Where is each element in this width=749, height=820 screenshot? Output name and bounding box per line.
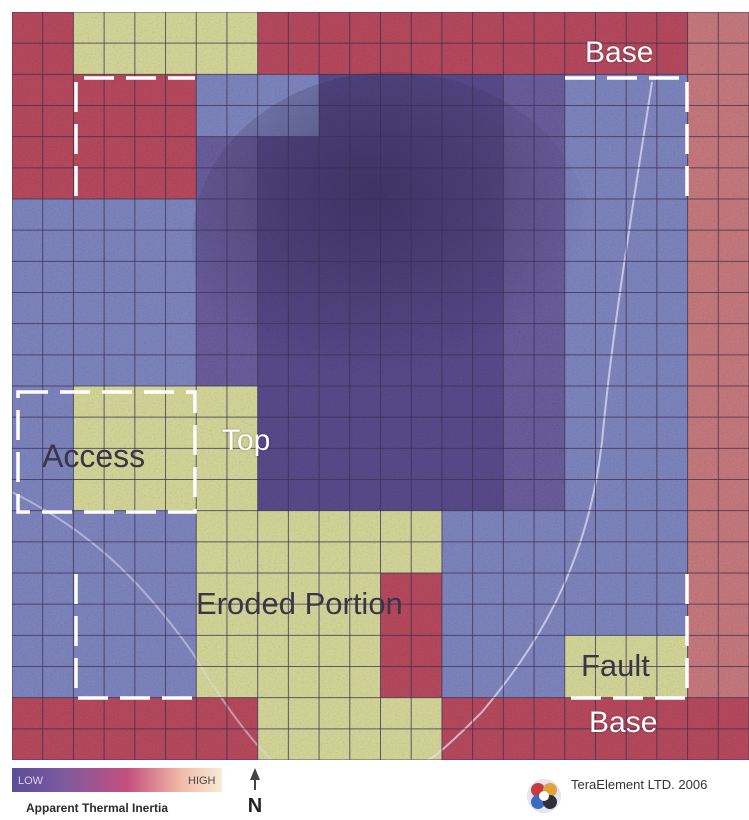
north-label: N — [248, 795, 262, 817]
thermal-inertia-map: Base Access Top Eroded Portion Fault Bas… — [11, 11, 749, 761]
label-fault: Fault — [581, 648, 650, 683]
boundary-access — [16, 390, 197, 514]
legend-title: Apparent Thermal Inertia — [26, 801, 169, 815]
label-eroded-portion: Eroded Portion — [196, 586, 403, 621]
legend-low-label: LOW — [18, 775, 44, 787]
legend-color-bar — [12, 768, 222, 792]
label-base-top: Base — [585, 36, 654, 69]
label-access: Access — [42, 438, 146, 474]
label-base-bottom: Base — [589, 706, 658, 739]
teraelement-logo-icon — [527, 779, 561, 813]
map-grid — [11, 11, 749, 761]
legend-high-label: HIGH — [188, 775, 216, 787]
forest-shadow-area — [192, 72, 592, 412]
map-canvas — [11, 11, 749, 761]
zone-boundaries — [16, 76, 689, 700]
boundary-top-left — [74, 76, 195, 196]
label-top: Top — [222, 424, 271, 457]
copyright-text: TeraElement LTD. 2006 — [571, 777, 708, 792]
north-arrow-icon: N — [248, 768, 262, 817]
